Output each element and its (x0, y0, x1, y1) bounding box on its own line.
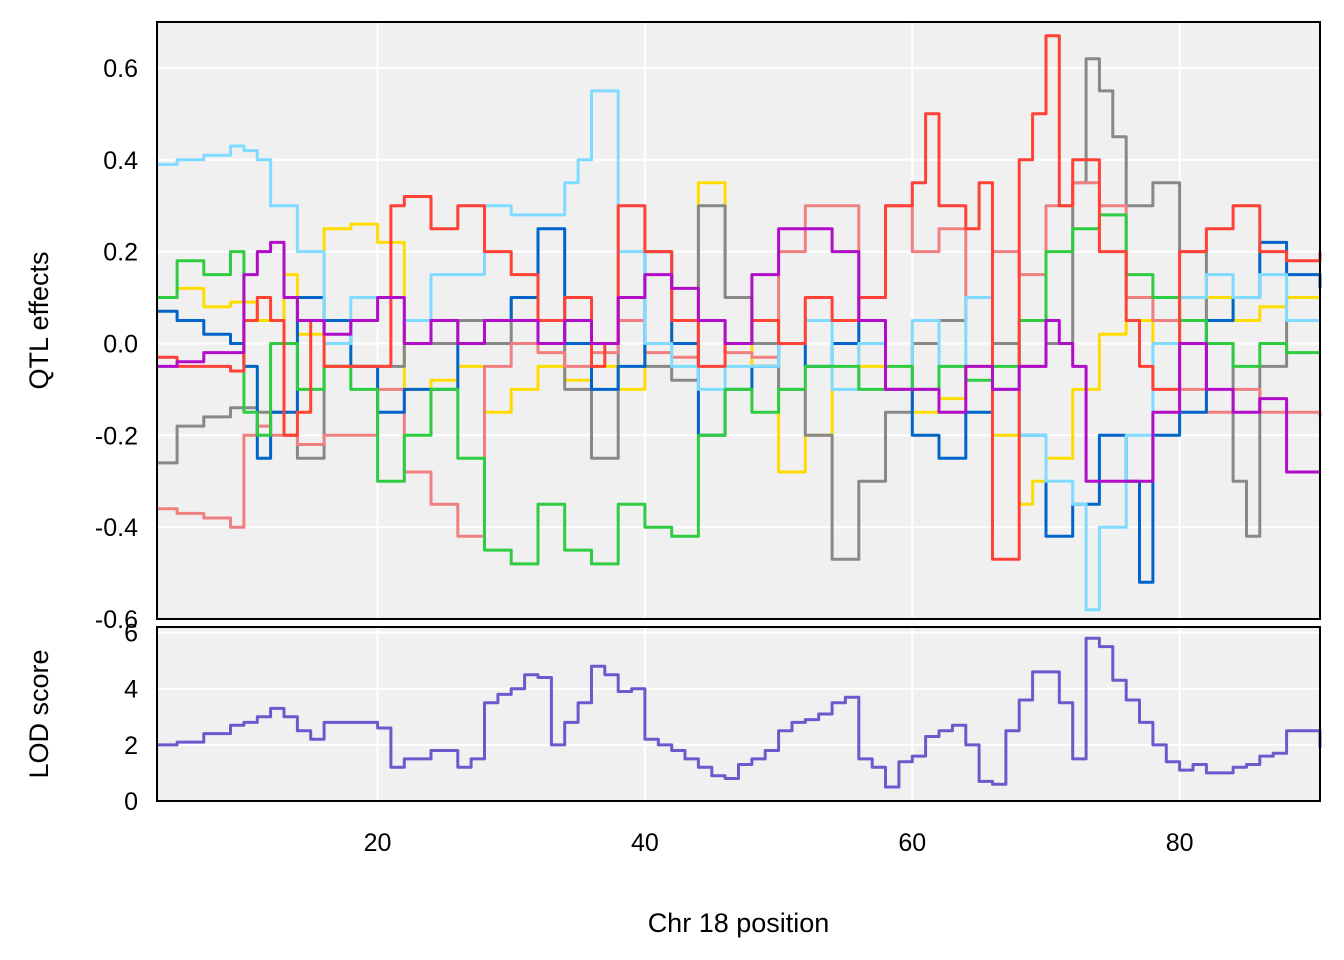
x-tick-label: 40 (631, 829, 659, 857)
y-tick-label: 2 (124, 732, 138, 760)
lod-panel-frame (156, 626, 1321, 802)
x-axis-label: Chr 18 position (648, 908, 830, 938)
effects-panel: 0.6 0.4 0.2 0.0 -0.2 -0.4 -0.6 QTL effects (24, 21, 1322, 634)
y-tick-label: 6 (124, 620, 138, 648)
y-tick-label: -0.6 (95, 606, 138, 634)
y-tick-label: 4 (124, 676, 138, 704)
effect-line-8 (157, 227, 1320, 483)
y-tick-label: 0.0 (103, 330, 138, 358)
y-tick-label: 0.4 (103, 147, 138, 175)
y-tick-label: -0.4 (95, 514, 138, 542)
lod-y-tick-labels: 0 2 4 6 (124, 620, 138, 816)
x-tick-label: 80 (1166, 829, 1194, 857)
x-tick-label: 20 (364, 829, 392, 857)
effects-y-axis-label: QTL effects (24, 251, 54, 389)
effect-line-6 (157, 213, 1320, 566)
effects-series-lines (157, 34, 1322, 612)
y-tick-label: 0.6 (103, 55, 138, 83)
lod-y-axis-label: LOD score (24, 649, 54, 778)
y-tick-label: 0.2 (103, 239, 138, 267)
y-tick-label: 0 (124, 788, 138, 816)
lod-panel: 0 2 4 6 LOD score (24, 620, 1322, 816)
effects-y-tick-labels: 0.6 0.4 0.2 0.0 -0.2 -0.4 -0.6 (95, 55, 138, 634)
x-tick-label: 60 (898, 829, 926, 857)
lod-series-lines (157, 636, 1322, 789)
x-tick-labels: 20 40 60 80 (364, 829, 1194, 857)
y-tick-label: -0.2 (95, 422, 138, 450)
lod-line (157, 636, 1322, 789)
effects-panel-frame (156, 21, 1321, 620)
